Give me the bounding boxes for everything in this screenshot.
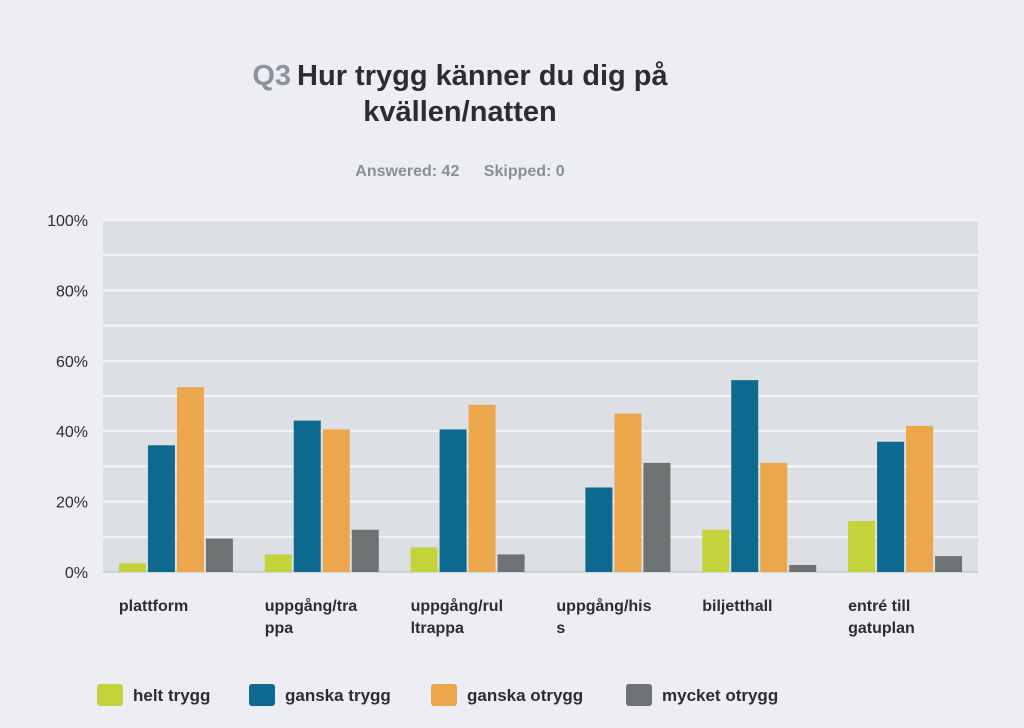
- bar: [877, 441, 905, 572]
- legend-label: helt trygg: [133, 686, 210, 705]
- bar: [322, 429, 350, 572]
- bar: [118, 563, 146, 572]
- response-stats: Answered: 42 Skipped: 0: [310, 163, 610, 181]
- bar: [848, 520, 876, 572]
- bar: [702, 529, 730, 572]
- bar: [614, 413, 642, 572]
- x-category-label: uppgång/his s: [556, 597, 651, 637]
- bar: [585, 487, 613, 572]
- bar: [176, 387, 204, 572]
- x-category-label: biljetthall: [702, 598, 772, 615]
- x-category-label: entré till gatuplan: [848, 598, 915, 637]
- bar: [789, 564, 817, 572]
- skipped-count: Skipped: 0: [483, 163, 565, 180]
- bar: [293, 420, 321, 572]
- bar: [906, 425, 934, 572]
- chart-title: Q3 Hur trygg känner du dig på kvällen/nat…: [200, 58, 720, 130]
- legend-label: ganska trygg: [285, 686, 391, 705]
- answered-count: Answered: 42: [355, 163, 460, 180]
- legend-swatch: [626, 684, 652, 706]
- y-tick-label: 40%: [56, 424, 88, 441]
- x-category-label: uppgång/tra ppa: [265, 597, 358, 637]
- y-tick-label: 80%: [56, 283, 88, 300]
- bar: [643, 462, 671, 572]
- bar: [468, 404, 496, 572]
- legend-swatch: [249, 684, 275, 706]
- x-category-label: uppgång/rul ltrappa: [411, 597, 503, 637]
- bar: [935, 556, 963, 572]
- x-category-label: plattform: [119, 598, 188, 615]
- bar: [264, 554, 292, 572]
- title-line-2: kvällen/natten: [363, 96, 557, 128]
- title-line-1: Hur trygg känner du dig på: [297, 60, 668, 92]
- legend-swatch: [431, 684, 457, 706]
- y-tick-label: 20%: [56, 495, 88, 512]
- bar: [147, 445, 175, 572]
- bar: [731, 380, 759, 572]
- y-tick-label: 100%: [47, 213, 88, 230]
- bar: [351, 529, 379, 572]
- bar: [760, 462, 788, 572]
- bar: [205, 538, 233, 572]
- legend-label: mycket otrygg: [662, 686, 778, 705]
- legend-swatch: [97, 684, 123, 706]
- y-tick-label: 60%: [56, 354, 88, 371]
- bar: [439, 429, 467, 572]
- question-number: Q3: [252, 60, 292, 92]
- legend-label: ganska otrygg: [467, 686, 583, 705]
- y-tick-label: 0%: [65, 565, 88, 582]
- bar: [410, 547, 438, 572]
- bar: [497, 554, 525, 572]
